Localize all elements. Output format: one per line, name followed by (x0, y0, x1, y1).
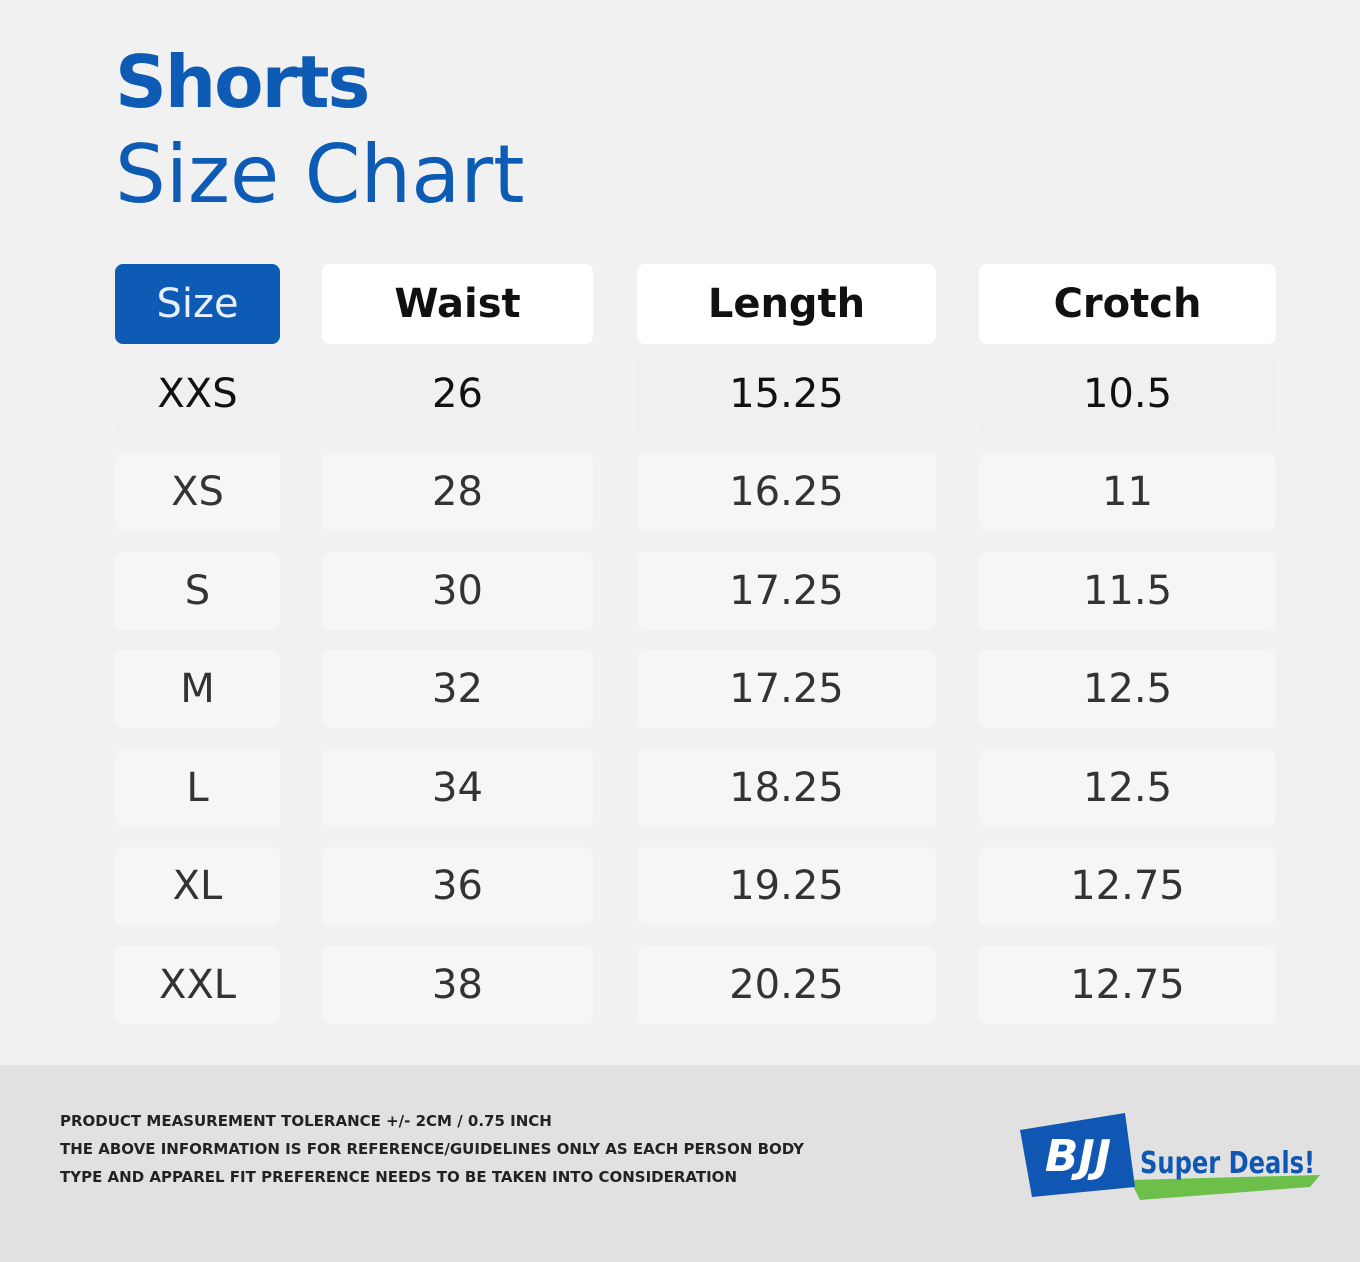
logo-swoosh (1130, 1175, 1320, 1200)
size-cell: S (115, 551, 280, 630)
measurement-cell: 34 (322, 748, 593, 827)
logo-text: Super Deals! (1140, 1146, 1315, 1181)
size-cell: XXL (115, 946, 280, 1024)
footer-note: TYPE AND APPAREL FIT PREFERENCE NEEDS TO… (60, 1168, 737, 1186)
measurement-cell: 16.25 (637, 453, 936, 531)
size-cell: M (115, 650, 280, 729)
footer-note: THE ABOVE INFORMATION IS FOR REFERENCE/G… (60, 1140, 805, 1158)
measurement-cell: 10.5 (979, 355, 1276, 433)
measurement-cell: 30 (322, 551, 593, 630)
measurement-cell: 36 (322, 847, 593, 926)
measurement-cell: 11 (979, 453, 1276, 531)
footer (0, 1065, 1360, 1262)
column-header: Waist (322, 264, 593, 344)
measurement-cell: 18.25 (637, 748, 936, 827)
size-cell: XL (115, 847, 280, 926)
logo-badge (1020, 1113, 1135, 1197)
measurement-cell: 12.75 (979, 847, 1276, 926)
measurement-cell: 12.5 (979, 748, 1276, 827)
column-header: Length (637, 264, 936, 344)
measurement-cell: 15.25 (637, 355, 936, 433)
measurement-cell: 12.75 (979, 946, 1276, 1024)
subtitle: Size Chart (115, 128, 525, 221)
measurement-cell: 17.25 (637, 551, 936, 630)
measurement-cell: 32 (322, 650, 593, 729)
logo: BJJ Super Deals! (1020, 1113, 1320, 1200)
column-header: Size (115, 264, 280, 344)
measurement-cell: 28 (322, 453, 593, 531)
title: Shorts (115, 40, 370, 124)
measurement-cell: 19.25 (637, 847, 936, 926)
measurement-cell: 11.5 (979, 551, 1276, 630)
logo-mark: BJJ (1045, 1131, 1111, 1182)
measurement-cell: 38 (322, 946, 593, 1024)
measurement-cell: 12.5 (979, 650, 1276, 729)
measurement-cell: 17.25 (637, 650, 936, 729)
measurement-cell: 20.25 (637, 946, 936, 1024)
size-cell: L (115, 748, 280, 827)
size-cell: XXS (115, 355, 280, 433)
size-cell: XS (115, 453, 280, 531)
column-header: Crotch (979, 264, 1276, 344)
footer-note: PRODUCT MEASUREMENT TOLERANCE +/- 2CM / … (60, 1112, 552, 1130)
measurement-cell: 26 (322, 355, 593, 433)
